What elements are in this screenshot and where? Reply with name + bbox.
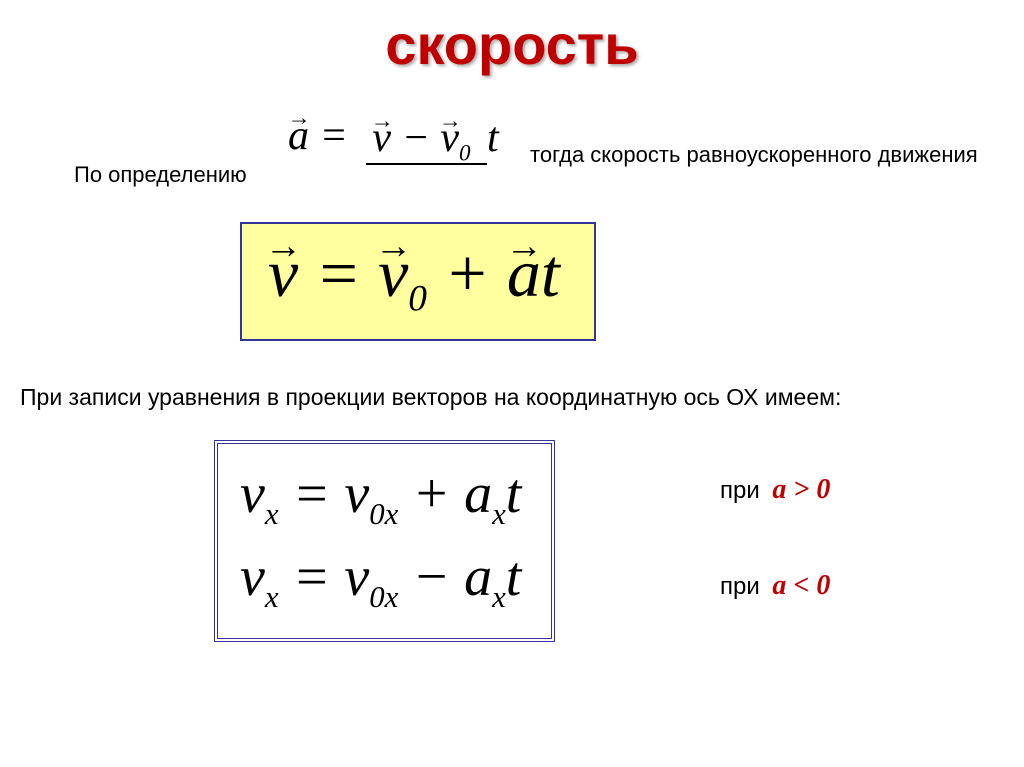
subscript-0: 0 [459, 140, 471, 166]
equals-sign: = [293, 463, 345, 525]
vector-v0: → v [378, 234, 408, 313]
then-label: тогда скорость равноускоренного движения [530, 140, 978, 170]
minus-sign: − [412, 546, 464, 608]
equals-sign: = [315, 235, 378, 311]
slide-title: скорость [0, 12, 1024, 77]
projection-formula-plus: vx = v0x + axt [240, 454, 521, 537]
symbol-t: t [541, 235, 560, 311]
minus-sign: − [402, 115, 441, 161]
projection-label: При записи уравнения в проекции векторов… [20, 384, 841, 411]
subscript-0: 0 [408, 279, 427, 320]
projection-formula-box: vx = v0x + axt vx = v0x − axt [214, 440, 555, 642]
numerator: → v − → v 0 [366, 115, 487, 165]
denominator: t [487, 111, 499, 161]
equals-sign: = [293, 546, 345, 608]
equals-sign: = [320, 113, 359, 159]
vector-a: → a [288, 112, 309, 160]
condition-expr: a > 0 [772, 474, 830, 505]
condition-a-positive: при a > 0 [720, 474, 830, 506]
vector-v0: → v [440, 117, 459, 159]
vector-v: → v [268, 234, 298, 313]
condition-a-negative: при a < 0 [720, 570, 830, 602]
condition-prefix: при [720, 573, 760, 600]
plus-sign: + [412, 463, 464, 525]
condition-expr: a < 0 [772, 570, 830, 601]
condition-prefix: при [720, 477, 760, 504]
fraction: → v − → v 0 t [366, 114, 498, 164]
plus-sign: + [444, 235, 507, 311]
vector-v: → v [372, 117, 391, 159]
slide-root: скорость По определению → a = → v − → v … [0, 0, 1024, 767]
velocity-vector-formula-box: → v = → v 0 + → a t [240, 222, 596, 341]
projection-formula-minus: vx = v0x − axt [240, 537, 521, 620]
definition-label: По определению [74, 162, 247, 188]
definition-formula: → a = → v − → v 0 t [288, 112, 499, 165]
vector-a: → a [507, 234, 541, 313]
